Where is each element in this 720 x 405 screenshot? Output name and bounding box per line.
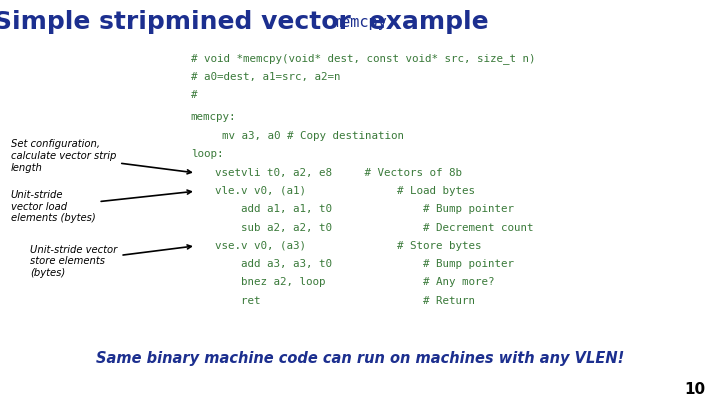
Text: memcpy:: memcpy: xyxy=(191,113,236,122)
Text: example: example xyxy=(360,10,489,34)
Text: vse.v v0, (a3)              # Store bytes: vse.v v0, (a3) # Store bytes xyxy=(202,241,481,251)
Text: Simple stripmined vector: Simple stripmined vector xyxy=(0,10,360,34)
Text: add a1, a1, t0              # Bump pointer: add a1, a1, t0 # Bump pointer xyxy=(202,205,513,214)
Text: Unit-stride vector
store elements
(bytes): Unit-stride vector store elements (bytes… xyxy=(30,245,192,278)
Text: memcpy: memcpy xyxy=(333,15,387,30)
Text: vsetvli t0, a2, e8     # Vectors of 8b: vsetvli t0, a2, e8 # Vectors of 8b xyxy=(202,168,462,178)
Text: sub a2, a2, t0              # Decrement count: sub a2, a2, t0 # Decrement count xyxy=(202,223,533,232)
Text: Set configuration,
calculate vector strip
length: Set configuration, calculate vector stri… xyxy=(11,139,192,174)
Text: Same binary machine code can run on machines with any VLEN!: Same binary machine code can run on mach… xyxy=(96,351,624,366)
Text: # a0=dest, a1=src, a2=n: # a0=dest, a1=src, a2=n xyxy=(191,72,341,82)
Text: Unit-stride
vector load
elements (bytes): Unit-stride vector load elements (bytes) xyxy=(11,190,192,223)
Text: add a3, a3, t0              # Bump pointer: add a3, a3, t0 # Bump pointer xyxy=(202,259,513,269)
Text: #: # xyxy=(191,90,197,100)
Text: loop:: loop: xyxy=(191,149,223,159)
Text: 10: 10 xyxy=(685,382,706,397)
Text: # void *memcpy(void* dest, const void* src, size_t n): # void *memcpy(void* dest, const void* s… xyxy=(191,53,535,64)
Text: ret                         # Return: ret # Return xyxy=(202,296,474,305)
Text: vle.v v0, (a1)              # Load bytes: vle.v v0, (a1) # Load bytes xyxy=(202,186,474,196)
Text: bnez a2, loop               # Any more?: bnez a2, loop # Any more? xyxy=(202,277,494,287)
Text: mv a3, a0 # Copy destination: mv a3, a0 # Copy destination xyxy=(209,131,404,141)
